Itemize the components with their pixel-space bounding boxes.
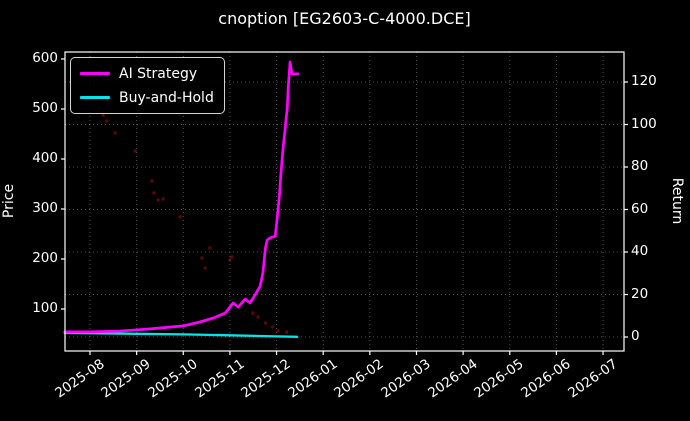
legend-label-ai-strategy: AI Strategy	[119, 65, 198, 82]
price-scatter-point	[156, 198, 160, 202]
y-tick-label-right: 40	[631, 243, 649, 259]
price-scatter-point	[228, 258, 232, 262]
price-scatter-point	[152, 191, 156, 195]
y-tick-label-right: 100	[631, 115, 657, 132]
price-scatter-point	[203, 266, 207, 270]
y-tick-label-right: 60	[631, 200, 649, 217]
price-scatter-point	[208, 246, 212, 250]
y-tick-label-left: 600	[32, 50, 58, 66]
y-tick-label-left: 500	[32, 100, 58, 116]
y-tick-label-right: 0	[631, 328, 640, 344]
chart-title: cnoption [EG2603-C-4000.DCE]	[218, 9, 471, 28]
legend-swatch-buy-and-hold	[80, 96, 110, 99]
price-scatter-point	[113, 131, 117, 135]
y-tick-label-right: 80	[631, 158, 649, 174]
price-scatter-point	[161, 197, 165, 201]
y-axis-label-right: Return	[669, 177, 685, 225]
price-scatter-point	[133, 149, 137, 153]
legend-item-buy-and-hold: Buy-and-Hold	[80, 88, 214, 107]
price-scatter-point	[285, 330, 289, 334]
price-scatter-point	[251, 311, 255, 315]
y-axis-label-left: Price	[1, 183, 17, 219]
price-scatter-point	[256, 315, 260, 319]
y-tick-label-left: 300	[32, 200, 58, 216]
price-scatter-point	[276, 329, 280, 333]
legend-label-buy-and-hold: Buy-and-Hold	[119, 89, 214, 106]
price-scatter-point	[150, 179, 154, 183]
y-tick-label-right: 120	[631, 73, 657, 89]
price-scatter-point	[101, 113, 105, 117]
y-tick-label-left: 100	[32, 300, 58, 316]
y-tick-label-left: 400	[32, 150, 58, 166]
price-scatter-point	[178, 215, 182, 219]
price-scatter-point	[263, 321, 268, 325]
y-tick-label-right: 20	[631, 285, 649, 302]
plot-frame	[64, 51, 625, 352]
legend-swatch-ai-strategy	[80, 72, 110, 75]
y-tick-label-left: 200	[32, 250, 58, 266]
price-scatter-point	[230, 255, 234, 259]
legend: AI Strategy Buy-and-Hold	[70, 57, 225, 114]
legend-item-ai-strategy: AI Strategy	[80, 64, 214, 83]
series-line-ai-strategy	[63, 60, 300, 334]
price-scatter-point	[105, 119, 109, 123]
price-scatter-point	[270, 325, 275, 329]
price-scatter-point	[200, 256, 204, 260]
series-line-buy-and-hold	[63, 331, 299, 338]
